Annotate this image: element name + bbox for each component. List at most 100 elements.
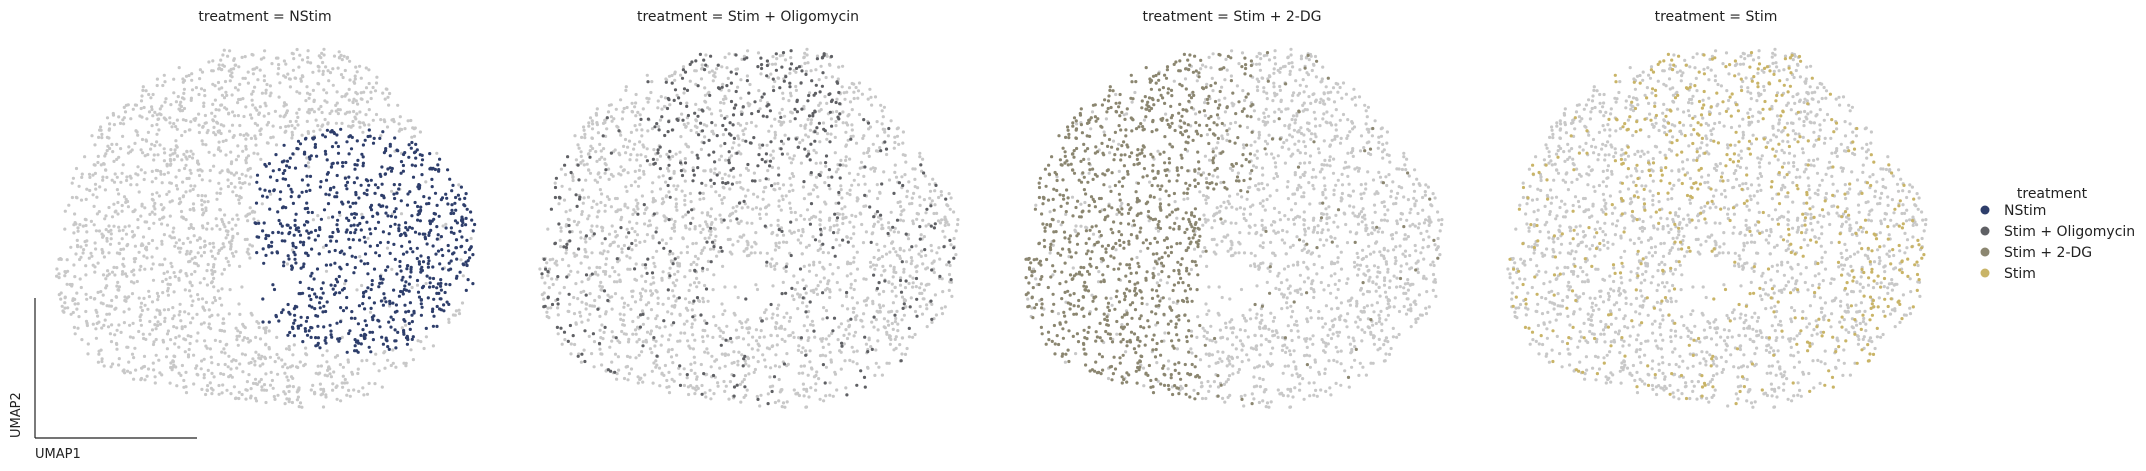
background-point — [735, 181, 739, 185]
background-point — [838, 288, 842, 292]
background-point — [110, 270, 115, 274]
panel-title: treatment = NStim — [198, 9, 331, 25]
background-point — [864, 342, 869, 346]
background-point — [194, 262, 199, 266]
highlight-point — [432, 217, 436, 221]
highlight-point — [377, 285, 381, 289]
background-point — [117, 323, 121, 327]
highlight-point — [438, 262, 442, 266]
background-point — [598, 328, 602, 332]
background-point — [815, 131, 820, 136]
background-point — [168, 121, 172, 125]
background-point — [383, 120, 387, 124]
highlight-point — [837, 201, 841, 205]
background-point — [143, 378, 147, 382]
background-point — [667, 169, 671, 173]
panels-group: treatment = NStim treatment = Stim + Olig… — [55, 9, 1928, 409]
background-point — [563, 173, 568, 177]
highlight-point — [653, 125, 657, 129]
highlight-point — [349, 147, 354, 151]
highlight-point — [359, 259, 363, 263]
background-point — [112, 180, 117, 184]
background-point — [810, 319, 815, 323]
highlight-point — [410, 226, 414, 230]
background-point — [736, 85, 740, 89]
background-point — [595, 123, 600, 127]
background-point — [869, 345, 873, 349]
background-point — [701, 335, 705, 339]
background-point — [679, 73, 683, 77]
background-point — [351, 100, 355, 105]
background-point — [331, 388, 335, 392]
highlight-point — [690, 208, 694, 212]
background-point — [538, 267, 542, 271]
background-point — [79, 285, 83, 290]
background-point — [84, 264, 88, 268]
background-point — [233, 63, 237, 67]
background-point — [588, 149, 592, 153]
background-point — [97, 229, 102, 233]
highlight-point — [646, 80, 650, 84]
background-point — [666, 296, 671, 300]
background-point — [751, 355, 756, 359]
highlight-point — [409, 146, 413, 150]
background-point — [850, 213, 854, 217]
highlight-point — [450, 208, 454, 212]
highlight-point — [404, 221, 408, 225]
background-point — [201, 124, 205, 129]
background-point — [930, 199, 934, 203]
background-point — [197, 92, 201, 97]
background-point — [557, 202, 561, 206]
background-point — [893, 226, 897, 230]
background-point — [792, 274, 796, 278]
background-point — [100, 359, 104, 364]
background-point — [227, 112, 231, 116]
background-point — [713, 227, 717, 231]
highlight-point — [375, 211, 379, 215]
background-point — [251, 357, 255, 361]
background-point — [107, 136, 111, 140]
background-point — [57, 272, 61, 276]
background-point — [191, 226, 196, 231]
background-point — [673, 272, 677, 276]
background-point — [298, 360, 302, 364]
background-point — [220, 303, 224, 307]
background-point — [212, 285, 216, 289]
background-point — [202, 357, 206, 361]
background-point — [576, 297, 580, 301]
background-point — [283, 371, 287, 375]
background-point — [334, 103, 338, 107]
background-point — [666, 166, 670, 171]
background-point — [253, 121, 257, 126]
background-point — [900, 318, 904, 322]
background-point — [168, 116, 172, 120]
background-point — [619, 317, 623, 321]
highlight-point — [723, 116, 727, 120]
background-point — [905, 189, 910, 193]
background-point — [187, 312, 191, 316]
background-point — [277, 66, 281, 71]
highlight-point — [447, 249, 451, 253]
background-point — [699, 251, 703, 255]
highlight-point — [840, 344, 844, 348]
background-point — [155, 113, 159, 117]
background-point — [189, 171, 193, 175]
background-point — [711, 79, 715, 83]
background-point — [158, 112, 162, 116]
background-point — [852, 225, 856, 229]
highlight-point — [654, 230, 658, 234]
highlight-point — [361, 215, 365, 219]
background-point — [299, 77, 303, 81]
background-point — [147, 289, 151, 293]
background-point — [709, 184, 714, 189]
highlight-point — [947, 260, 951, 264]
background-point — [182, 385, 186, 389]
background-point — [674, 299, 678, 303]
background-point — [799, 234, 804, 238]
background-point — [105, 149, 109, 153]
highlight-point — [309, 154, 313, 158]
background-point — [825, 137, 829, 141]
background-point — [586, 318, 590, 322]
background-point — [321, 60, 325, 65]
background-point — [248, 113, 253, 117]
